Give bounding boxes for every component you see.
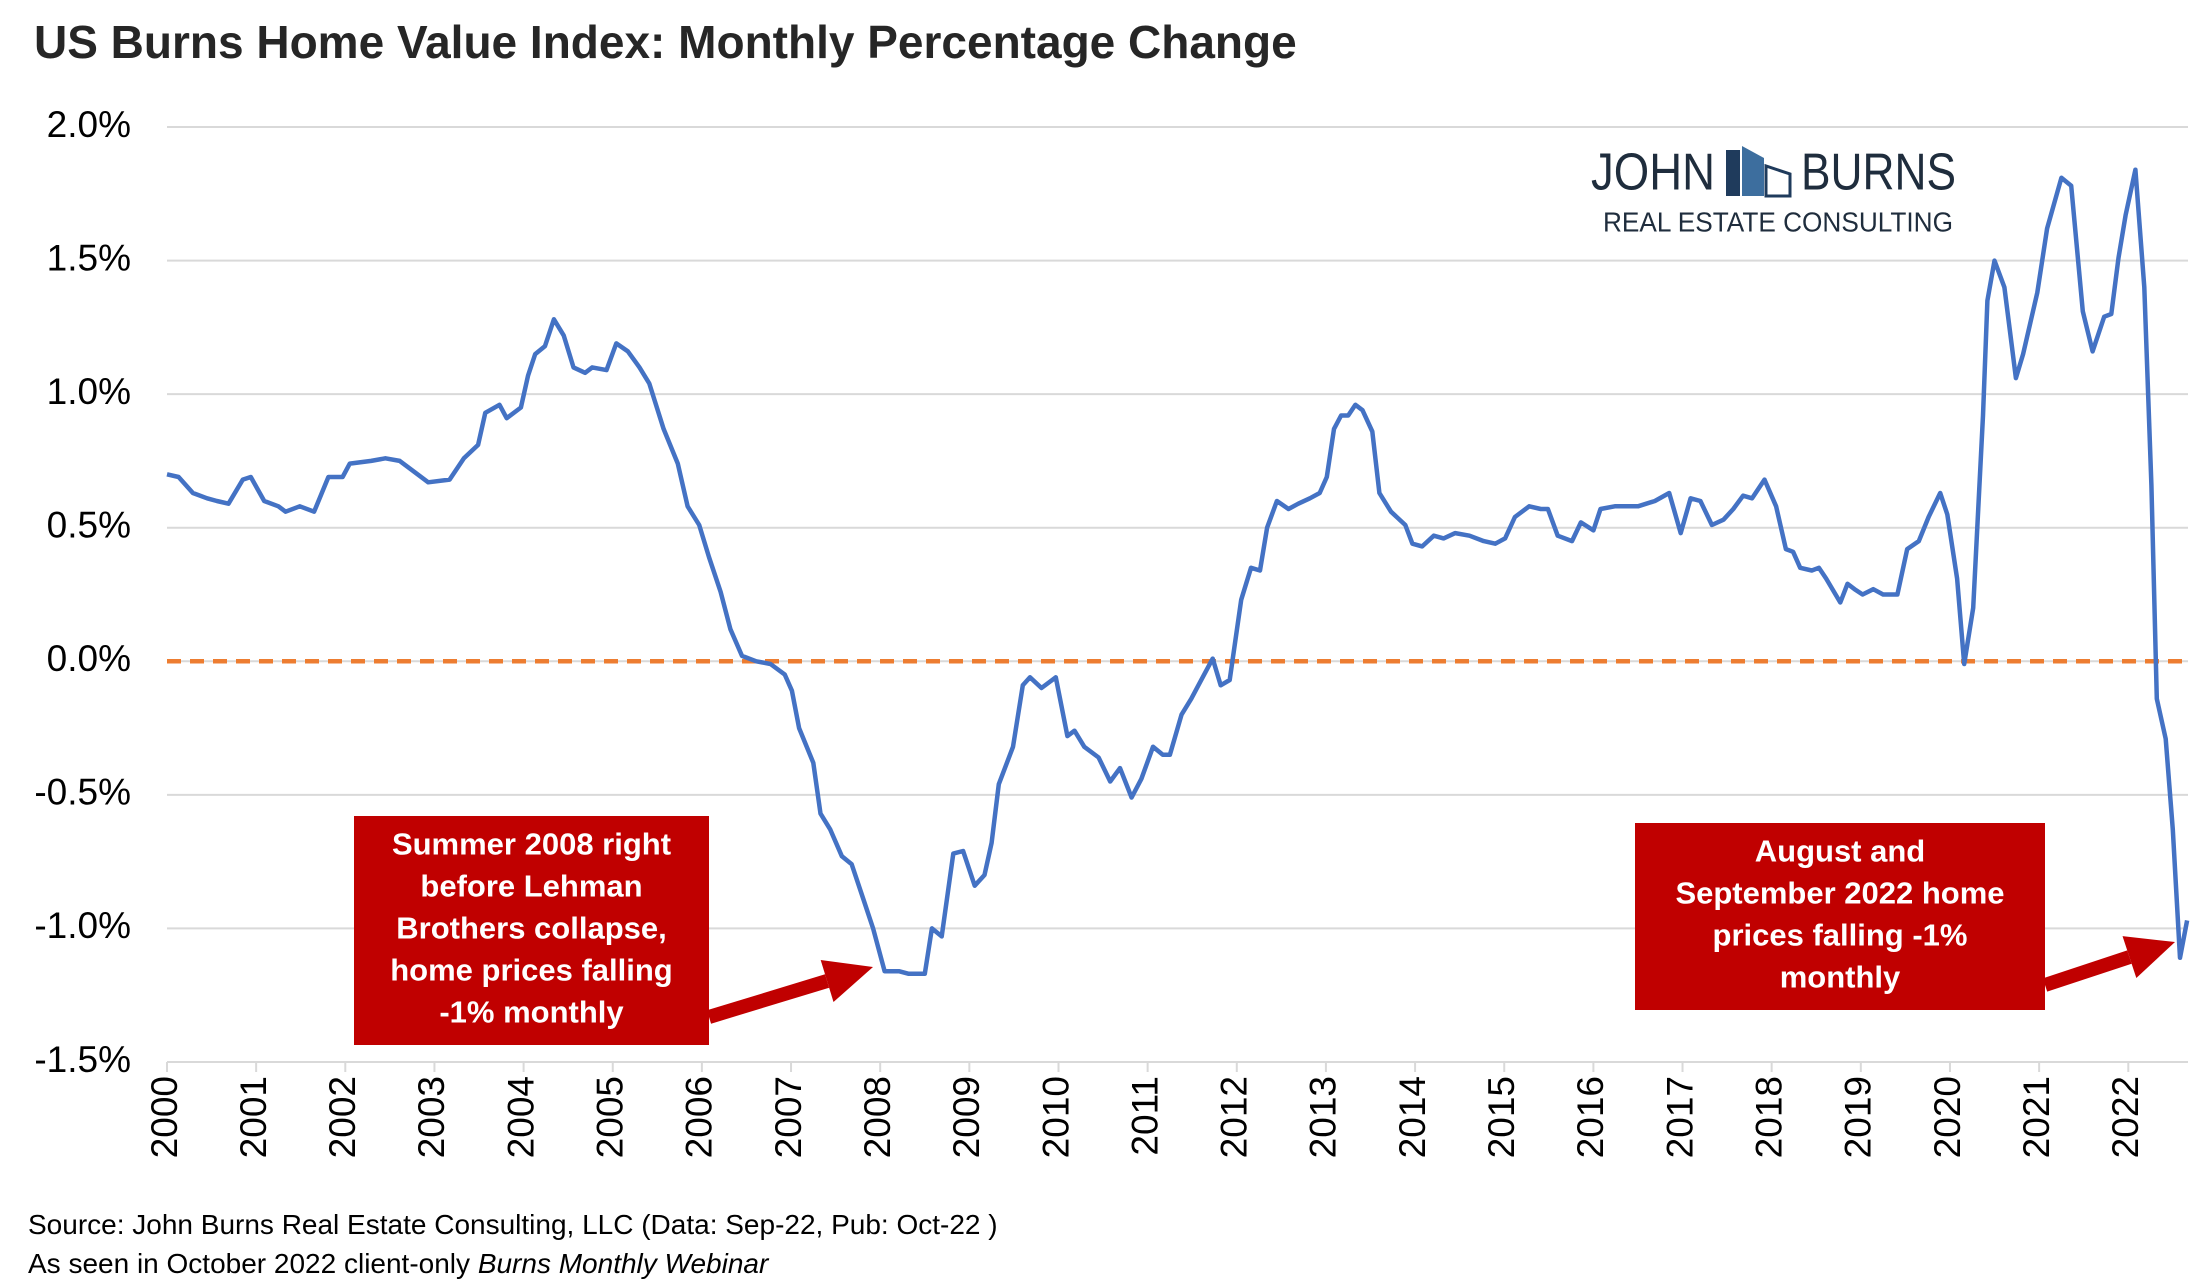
annotation-box xyxy=(1635,823,2045,1010)
annotation-arrowhead xyxy=(820,959,873,1003)
y-tick-label: 1.0% xyxy=(47,371,131,412)
annotation-text: prices falling -1% xyxy=(1713,918,1968,953)
x-tick-label: 2012 xyxy=(1214,1076,1255,1158)
x-tick-label: 2020 xyxy=(1927,1076,1968,1158)
x-tick-label: 2022 xyxy=(2105,1076,2146,1158)
annotation-arrowhead xyxy=(2122,936,2175,978)
logo-icon xyxy=(1764,163,1792,198)
y-tick-label: -1.0% xyxy=(34,905,131,946)
annotation-text: -1% monthly xyxy=(439,995,624,1030)
y-tick-label: -1.5% xyxy=(34,1039,131,1080)
x-tick-label: 2017 xyxy=(1659,1076,1700,1158)
x-tick-label: 2021 xyxy=(2016,1076,2057,1158)
annotation-arrow xyxy=(706,974,830,1024)
y-tick-label: 0.0% xyxy=(47,638,131,679)
y-tick-label: 2.0% xyxy=(47,104,131,145)
annotation-box xyxy=(354,816,709,1045)
annotation-text: before Lehman xyxy=(420,869,642,904)
logo: JOHN BURNS REAL ESTATE CONSULTING xyxy=(1591,144,1956,238)
x-tick-label: 2010 xyxy=(1035,1076,1076,1158)
y-tick-label: 1.5% xyxy=(47,237,131,278)
logo-tagline: REAL ESTATE CONSULTING xyxy=(1603,206,1953,237)
x-tick-label: 2013 xyxy=(1303,1076,1344,1158)
logo-icon xyxy=(1742,146,1764,196)
y-tick-label: 0.5% xyxy=(47,504,131,545)
x-tick-label: 2014 xyxy=(1392,1076,1433,1158)
annotation-text: Brothers collapse, xyxy=(396,911,666,946)
x-tick-label: 2001 xyxy=(233,1076,274,1158)
source: Source: John Burns Real Estate Consultin… xyxy=(28,1209,998,1240)
x-tick-label: 2004 xyxy=(500,1076,541,1158)
annotation-text: home prices falling xyxy=(390,953,673,988)
annotation-arrow xyxy=(2042,950,2132,992)
annotation-text: Summer 2008 right xyxy=(392,827,671,862)
x-tick-label: 2015 xyxy=(1481,1076,1522,1158)
y-tick-label: -0.5% xyxy=(34,772,131,813)
x-tick-label: 2005 xyxy=(590,1076,631,1158)
note-text: As seen in October 2022 client-only xyxy=(28,1248,478,1279)
x-tick-label: 2009 xyxy=(946,1076,987,1158)
x-tick-label: 2006 xyxy=(679,1076,720,1158)
x-tick-label: 2000 xyxy=(144,1076,185,1158)
x-tick-label: 2016 xyxy=(1570,1076,1611,1158)
logo-icon xyxy=(1726,150,1740,196)
x-tick-label: 2007 xyxy=(768,1076,809,1158)
annotation-text: September 2022 home xyxy=(1675,876,2004,911)
x-tick-label: 2019 xyxy=(1838,1076,1879,1158)
x-tick-label: 2008 xyxy=(857,1076,898,1158)
logo-right: BURNS xyxy=(1801,144,1956,202)
x-tick-label: 2002 xyxy=(322,1076,363,1158)
chart-title: US Burns Home Value Index: Monthly Perce… xyxy=(34,16,1297,68)
note: As seen in October 2022 client-only Burn… xyxy=(28,1248,770,1279)
annotation-text: August and xyxy=(1755,834,1926,869)
series-line xyxy=(166,167,2190,977)
annotation: August and September 2022 home prices fall… xyxy=(1635,823,2175,1010)
logo-left: JOHN xyxy=(1591,144,1715,202)
annotation: Summer 2008 right before Lehman Brothers c… xyxy=(354,816,873,1045)
note-italic: Burns Monthly Webinar xyxy=(478,1248,770,1279)
x-tick-label: 2003 xyxy=(411,1076,452,1158)
x-tick-label: 2011 xyxy=(1124,1076,1165,1156)
x-tick-label: 2018 xyxy=(1748,1076,1789,1158)
annotation-text: monthly xyxy=(1780,960,1901,995)
